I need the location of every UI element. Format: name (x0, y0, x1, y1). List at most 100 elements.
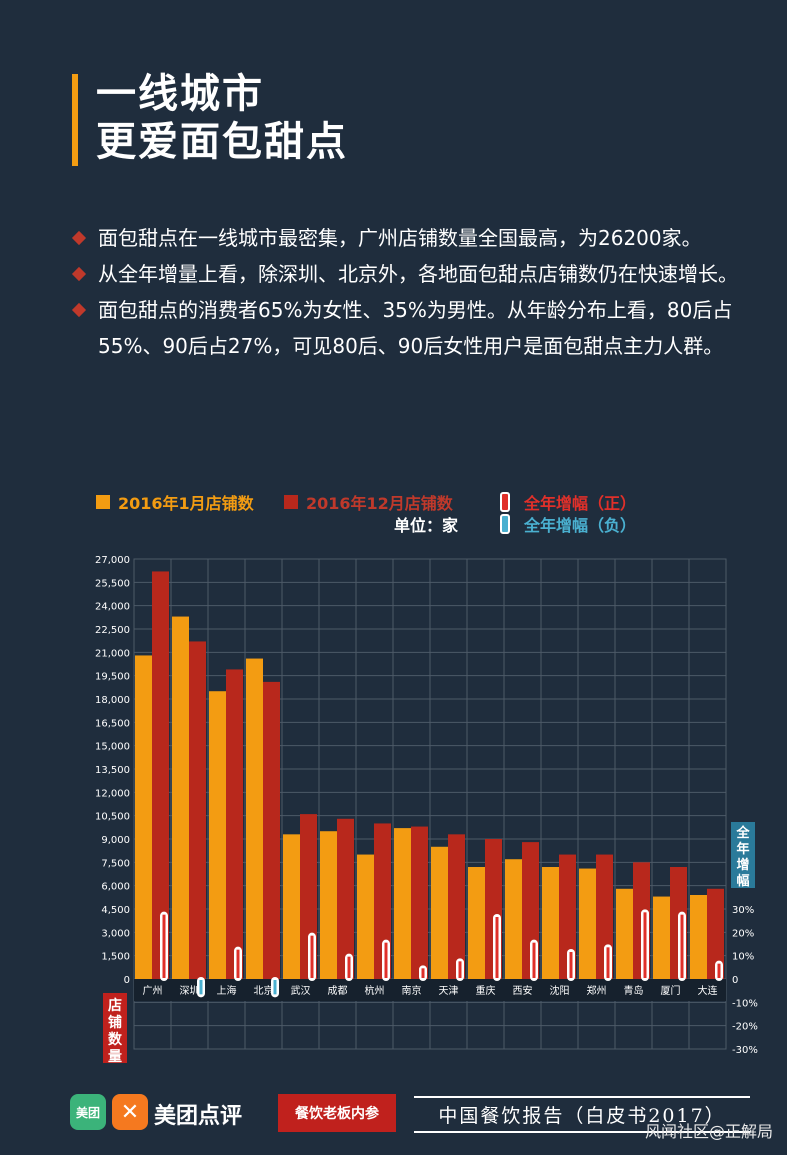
y2-label-char: 增 (736, 857, 749, 873)
y-tick-label: 7,500 (101, 858, 130, 869)
bar-jan (320, 831, 337, 979)
y2-tick-label: -10% (732, 998, 758, 1009)
growth-fill (495, 917, 499, 978)
legend-unit: 单位：家 (394, 512, 458, 536)
meituan-logo: 美团 (70, 1094, 106, 1130)
y2-tick-label: -20% (732, 1022, 758, 1033)
footer: 美团 ✕ 美团点评 餐饮老板内参 中国餐饮报告（白皮书2017） (0, 1090, 787, 1150)
x-tick-label: 杭州 (365, 984, 385, 997)
growth-fill (606, 947, 610, 978)
y-tick-label: 25,500 (95, 578, 130, 589)
bar-dec (448, 834, 465, 979)
growth-fill (532, 942, 536, 978)
legend-dec: 2016年12月店铺数 (284, 490, 453, 514)
y-tick-label: 16,500 (95, 718, 130, 729)
bullet-item: 从全年增量上看，除深圳、北京外，各地面包甜点店铺数仍在快速增长。 (71, 256, 762, 292)
diamond-icon (71, 266, 87, 282)
bar-jan (653, 896, 670, 979)
x-tick-label: 西安 (513, 984, 533, 997)
canyin-logo: 餐饮老板内参 (278, 1094, 396, 1132)
bar-jan (431, 846, 448, 979)
page-title: 一线城市 更爱面包甜点 (96, 70, 348, 166)
y-tick-label: 18,000 (95, 695, 130, 706)
x-tick-label: 深圳 (180, 985, 200, 997)
bar-jan (579, 868, 596, 979)
thermometer-blue-icon (500, 514, 510, 534)
y-label-char: 量 (108, 1049, 122, 1065)
bar-jan (357, 854, 374, 979)
growth-fill (421, 968, 425, 978)
y-tick-label: 6,000 (101, 882, 130, 893)
bullet-text: 从全年增量上看，除深圳、北京外，各地面包甜点店铺数仍在快速增长。 (98, 262, 738, 286)
bar-dec (226, 669, 243, 979)
watermark: 风闻社区@正解局 (644, 1122, 773, 1141)
title-line-2: 更爱面包甜点 (96, 119, 348, 165)
y-tick-label: 12,000 (95, 788, 130, 799)
y2-label-box (731, 822, 755, 888)
x-tick-label: 广州 (143, 985, 163, 997)
x-tick-label: 上海 (217, 984, 237, 997)
x-tick-label: 南京 (402, 984, 422, 997)
y-tick-label: 27,000 (95, 555, 130, 566)
dianping-icon: ✕ (120, 1099, 140, 1125)
y2-label-char: 年 (736, 841, 749, 857)
legend-growth-pos-label: 全年增幅（正） (524, 494, 637, 513)
y-tick-label: 1,500 (101, 952, 130, 963)
x-tick-label: 厦门 (661, 984, 681, 997)
x-tick-label: 青岛 (624, 984, 644, 997)
bullet-text: 面包甜点在一线城市最密集，广州店铺数量全国最高，为26200家。 (98, 226, 702, 250)
y-label-char: 数 (108, 1031, 123, 1048)
y-tick-label: 0 (124, 975, 130, 986)
y-label-char: 铺 (108, 1014, 122, 1031)
growth-fill (310, 935, 314, 978)
legend-jan-label: 2016年1月店铺数 (118, 494, 254, 513)
y-tick-label: 10,500 (95, 812, 130, 823)
bar-jan (394, 828, 411, 979)
growth-fill (569, 952, 573, 978)
y2-tick-label: -30% (732, 1045, 758, 1056)
y-tick-label: 24,000 (95, 602, 130, 613)
legend-growth-neg: 全年增幅（负） (500, 512, 636, 536)
growth-fill (347, 956, 351, 978)
category-strip (134, 979, 726, 1001)
growth-fill (162, 914, 166, 978)
bar-jan (209, 691, 226, 979)
diamond-icon (71, 302, 87, 318)
bar-dec (152, 571, 169, 979)
x-tick-label: 郑州 (587, 984, 607, 997)
bullet-list: 面包甜点在一线城市最密集，广州店铺数量全国最高，为26200家。 从全年增量上看… (71, 220, 762, 364)
y-tick-label: 13,500 (95, 765, 130, 776)
bar-dec (263, 681, 280, 979)
y-tick-label: 9,000 (101, 835, 130, 846)
bullet-text: 面包甜点的消费者65%为女性、35%为男性。从年龄分布上看，80后占55%、90… (98, 298, 733, 358)
growth-fill (273, 980, 277, 995)
bar-jan (283, 834, 300, 979)
y-tick-label: 4,500 (101, 905, 130, 916)
y-tick-label: 19,500 (95, 672, 130, 683)
y2-tick-label: 30% (732, 905, 754, 916)
chart-legend: 2016年1月店铺数 2016年12月店铺数 全年增幅（正） 全年增幅（负） 单… (96, 488, 696, 536)
y-tick-label: 15,000 (95, 742, 130, 753)
report-title: 中国餐饮报告（白皮书2017） (414, 1096, 750, 1133)
y2-label-char: 全 (735, 825, 750, 841)
bar-jan (468, 867, 485, 979)
title-accent-bar (72, 74, 78, 166)
growth-fill (680, 914, 684, 978)
y-tick-label: 21,000 (95, 648, 130, 659)
x-tick-label: 沈阳 (550, 984, 570, 997)
legend-dec-label: 2016年12月店铺数 (306, 494, 453, 513)
x-tick-label: 天津 (439, 985, 459, 997)
legend-swatch-jan (96, 495, 110, 509)
dianping-logo: ✕ (112, 1094, 148, 1130)
y2-label-char: 幅 (736, 873, 749, 889)
legend-growth-pos: 全年增幅（正） (500, 490, 636, 514)
x-tick-label: 北京 (254, 984, 274, 997)
y-tick-label: 3,000 (101, 928, 130, 939)
legend-growth-neg-label: 全年增幅（负） (524, 516, 637, 535)
legend-unit-label: 单位：家 (394, 516, 459, 535)
x-tick-label: 成都 (328, 985, 348, 997)
x-tick-label: 大连 (698, 984, 718, 997)
growth-fill (199, 980, 203, 995)
y2-tick-label: 20% (732, 928, 754, 939)
bar-dec (411, 826, 428, 979)
